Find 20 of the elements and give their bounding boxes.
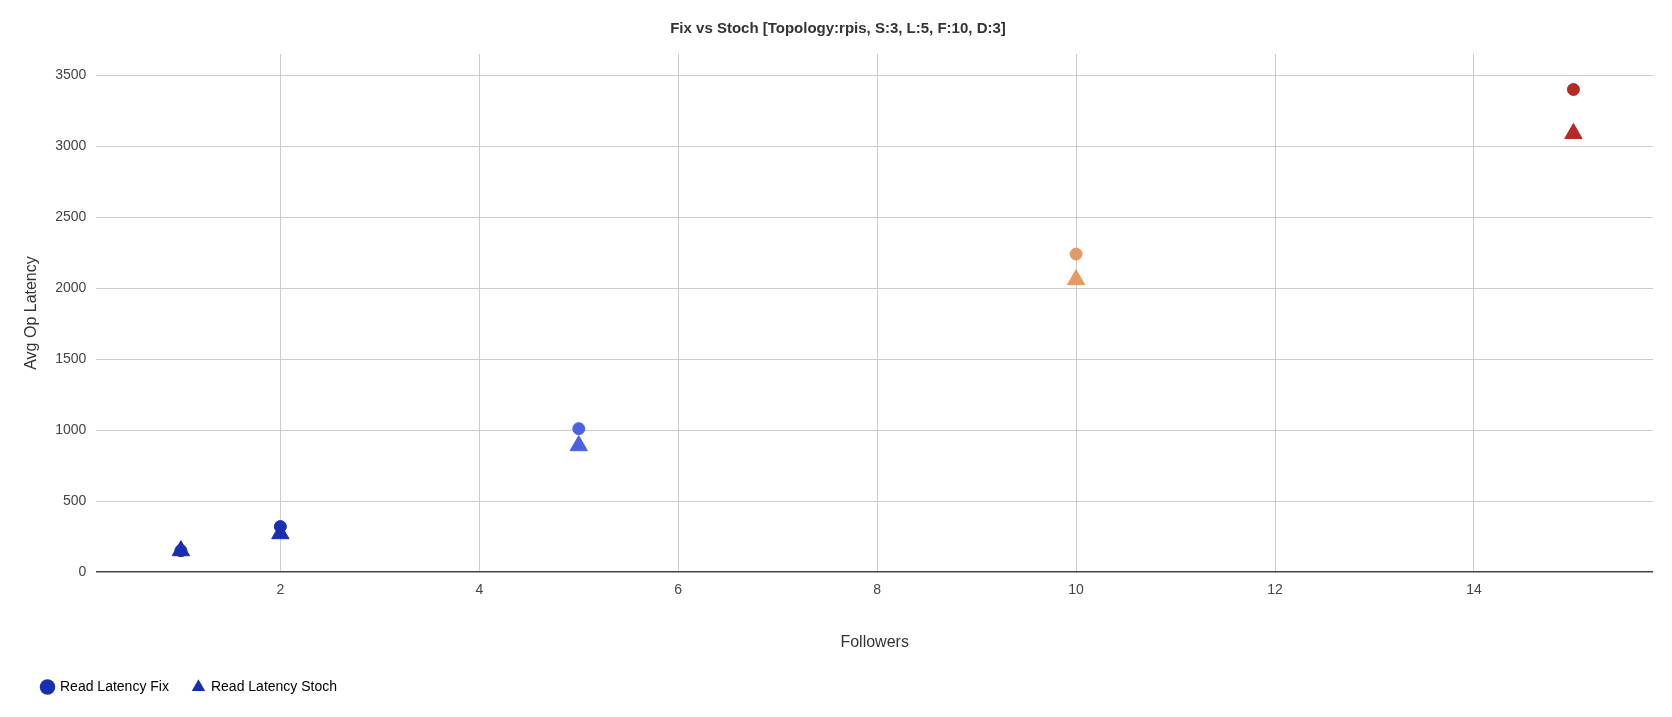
y-tick-label: 1500 (55, 349, 87, 366)
x-tick-label: 12 (1267, 581, 1284, 598)
y-axis-title: Avg Op Latency (22, 256, 40, 370)
y-tick-label: 1000 (55, 420, 87, 437)
y-tick-label: 3500 (55, 66, 87, 83)
y-tick-label: 500 (62, 491, 87, 508)
x-tick-label: 8 (873, 581, 882, 598)
x-tick-label: 14 (1466, 581, 1482, 598)
x-tick-label: 10 (1068, 581, 1085, 598)
x-tick-label: 2 (276, 581, 285, 598)
y-tick-label: 2000 (55, 279, 87, 296)
x-tick-label: 6 (674, 581, 683, 598)
x-axis-title: Followers (840, 632, 909, 650)
y-tick-label: 0 (78, 562, 87, 579)
x-tick-label: 4 (475, 581, 484, 598)
y-tick-label: 3000 (55, 137, 87, 154)
legend-label: Read Latency Fix (60, 677, 169, 694)
y-tick-label: 2500 (55, 208, 87, 225)
legend-label: Read Latency Stoch (210, 677, 338, 694)
chart-title: Fix vs Stoch [Topology:rpis, S:3, L:5, F:10, D:3] (670, 19, 1006, 37)
